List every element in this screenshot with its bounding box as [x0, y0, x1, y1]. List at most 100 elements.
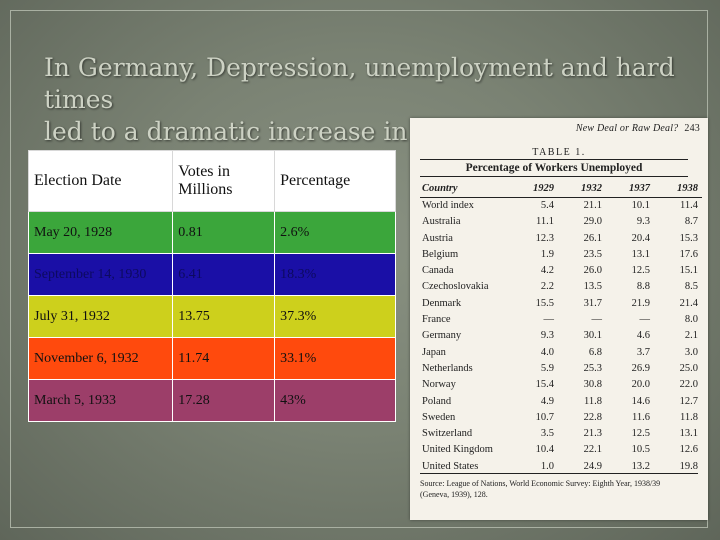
rate-cell: 22.1 [583, 444, 602, 456]
rate-cell: 22.8 [583, 411, 602, 423]
rate-cell: 1.9 [540, 248, 554, 260]
unemployment-row: Sweden 10.7 22.8 11.6 11.8 [420, 410, 702, 426]
rate-cell: 8.7 [684, 216, 698, 228]
election-date-cell: March 5, 1933 [27, 379, 174, 422]
votes-cell: 13.75 [172, 295, 276, 338]
percentage-cell: 33.1% [274, 337, 396, 380]
country-cell: Switzerland [422, 428, 473, 440]
unemployment-row: Netherlands 5.9 25.3 26.9 25.0 [420, 361, 702, 377]
percentage-cell: 37.3% [274, 295, 396, 338]
rate-cell: 9.3 [636, 216, 650, 228]
rate-cell: 11.6 [632, 411, 650, 423]
votes-cell: 6.41 [172, 253, 276, 296]
rate-cell: 5.4 [540, 200, 554, 211]
votes-table-header-row: Election Date Votes in Millions Percenta… [27, 150, 396, 212]
votes-cell: 17.28 [172, 379, 276, 422]
country-cell: Austria [422, 232, 453, 244]
header-1929: 1929 [514, 181, 558, 198]
election-date-cell: July 31, 1932 [27, 295, 174, 338]
unemployment-row: Austria 12.3 26.1 20.4 15.3 [420, 231, 702, 247]
unemployment-row: Canada 4.2 26.0 12.5 15.1 [420, 263, 702, 279]
rate-cell: 26.9 [631, 362, 650, 374]
election-date-cell: November 6, 1932 [27, 337, 174, 380]
rate-cell: 11.8 [680, 411, 698, 423]
votes-table-row: July 31, 1932 13.75 37.3% [27, 295, 396, 338]
rate-cell: 10.4 [535, 444, 554, 456]
rate-cell: 15.4 [535, 379, 554, 391]
unemployment-row: Germany 9.3 30.1 4.6 2.1 [420, 328, 702, 344]
rate-cell: 2.2 [540, 281, 554, 293]
votes-cell: 11.74 [172, 337, 276, 380]
rate-cell: 20.0 [631, 379, 650, 391]
rate-cell: 12.3 [535, 232, 554, 244]
country-cell: United Kingdom [422, 444, 493, 456]
votes-table-row: March 5, 1933 17.28 43% [27, 379, 396, 422]
rate-cell: 15.1 [679, 265, 698, 277]
header-1938: 1938 [654, 181, 702, 198]
rate-cell: 11.8 [584, 395, 602, 407]
election-votes-table: Election Date Votes in Millions Percenta… [27, 150, 396, 422]
rate-cell: 3.7 [636, 346, 650, 358]
percentage-cell: 43% [274, 379, 396, 422]
rate-cell: 23.5 [583, 248, 602, 260]
rate-cell: 2.1 [684, 330, 698, 342]
country-cell: Czechoslovakia [422, 281, 489, 293]
country-cell: World index [422, 200, 474, 211]
source-line-1: Source: League of Nations, World Economi… [420, 479, 661, 488]
source-divider [420, 473, 698, 474]
rate-cell: 25.3 [583, 362, 602, 374]
rate-cell: 4.0 [540, 346, 554, 358]
percentage-cell: 18.3% [274, 253, 396, 296]
rate-cell: 11.1 [536, 216, 554, 228]
unemployment-row: Norway 15.4 30.8 20.0 22.0 [420, 377, 702, 393]
country-cell: France [422, 314, 451, 326]
slide-title-line-1: In Germany, Depression, unemployment and… [44, 53, 675, 114]
source-note: Source: League of Nations, World Economi… [420, 478, 692, 500]
country-cell: United States [422, 460, 479, 472]
rate-cell: 12.7 [679, 395, 698, 407]
rate-cell: 21.3 [583, 428, 602, 440]
unemployment-row: United Kingdom 10.4 22.1 10.5 12.6 [420, 442, 702, 458]
rate-cell: — [639, 314, 651, 326]
unemployment-row: Poland 4.9 11.8 14.6 12.7 [420, 394, 702, 410]
rate-cell: — [591, 314, 603, 326]
rate-cell: 11.4 [680, 200, 698, 211]
table-title: Percentage of Workers Unemployed [420, 159, 688, 177]
rate-cell: 13.2 [631, 460, 650, 472]
unemployment-table: Country 1929 1932 1937 1938 World index 5… [420, 181, 702, 475]
header-1937: 1937 [606, 181, 654, 198]
rate-cell: 12.6 [679, 444, 698, 456]
rate-cell: 3.0 [684, 346, 698, 358]
election-date-cell: May 20, 1928 [27, 211, 174, 254]
election-date-cell: September 14, 1930 [27, 253, 174, 296]
rate-cell: 21.9 [631, 297, 650, 309]
unemployment-row: World index 5.4 21.1 10.1 11.4 [420, 198, 702, 215]
unemployment-table-body: World index 5.4 21.1 10.1 11.4 Australia 11.1 2… [420, 198, 702, 476]
rate-cell: 8.5 [684, 281, 698, 293]
rate-cell: 4.9 [540, 395, 554, 407]
rate-cell: 8.8 [636, 281, 650, 293]
country-cell: Netherlands [422, 362, 473, 374]
rate-cell: 30.1 [583, 330, 602, 342]
votes-table-row: May 20, 1928 0.81 2.6% [27, 211, 396, 254]
country-cell: Belgium [422, 248, 459, 260]
rate-cell: 12.5 [631, 265, 650, 277]
page-number: 243 [684, 123, 700, 134]
table-number: TABLE 1. [532, 147, 586, 158]
rate-cell: 13.5 [583, 281, 602, 293]
rate-cell: 3.5 [540, 428, 554, 440]
votes-cell: 0.81 [172, 211, 276, 254]
country-cell: Norway [422, 379, 456, 391]
rate-cell: 10.7 [535, 411, 554, 423]
rate-cell: 15.5 [535, 297, 554, 309]
rate-cell: 19.8 [679, 460, 698, 472]
rate-cell: 1.0 [540, 460, 554, 472]
header-election-date: Election Date [27, 150, 174, 212]
unemployment-row: United States 1.0 24.9 13.2 19.8 [420, 459, 702, 475]
rate-cell: 30.8 [583, 379, 602, 391]
rate-cell: 31.7 [583, 297, 602, 309]
country-cell: Poland [422, 395, 452, 407]
rate-cell: 4.6 [636, 330, 650, 342]
rate-cell: 13.1 [631, 248, 650, 260]
rate-cell: 21.1 [583, 200, 602, 211]
